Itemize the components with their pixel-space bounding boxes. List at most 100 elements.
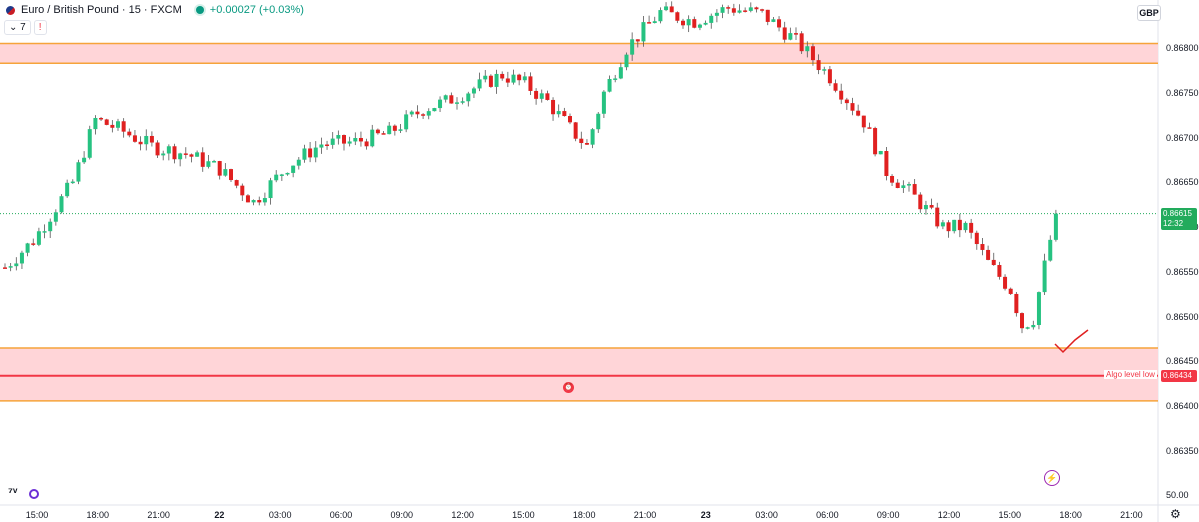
alarm-clock-icon[interactable]: ⏰ <box>563 382 574 393</box>
candle-up <box>601 91 606 114</box>
candle-down <box>342 135 346 144</box>
supply-demand-zone <box>0 348 1158 401</box>
candle-down <box>991 259 996 266</box>
time-tick-label: 12:00 <box>451 510 474 520</box>
candle-up <box>607 78 612 92</box>
candle-down <box>234 180 239 186</box>
candle-down <box>765 9 770 22</box>
candle-down <box>743 10 748 12</box>
candle-up <box>748 7 753 11</box>
price-tick-label: 0.86450 <box>1166 356 1199 367</box>
candle-down <box>635 39 640 42</box>
candle-down <box>1014 293 1019 314</box>
candle-up <box>42 231 47 233</box>
candle-up <box>87 129 92 158</box>
candle-up <box>460 101 465 103</box>
candle-up <box>302 148 307 160</box>
candle-down <box>1003 276 1008 289</box>
candle-down <box>1020 313 1024 329</box>
candle-up <box>822 69 827 71</box>
time-tick-label: 12:00 <box>937 510 961 520</box>
candle-down <box>200 152 205 167</box>
time-tick-label: 03:00 <box>268 510 292 520</box>
candle-up <box>285 172 290 175</box>
candle-up <box>630 39 635 55</box>
indicator-count: 7 <box>20 22 26 33</box>
candle-down <box>99 117 104 120</box>
candle-up <box>522 76 527 81</box>
candle-down <box>675 12 680 21</box>
candle-up <box>279 174 284 176</box>
candle-up <box>347 141 352 144</box>
warning-icon[interactable]: ! <box>33 20 47 35</box>
candle-down <box>449 95 454 104</box>
candle-up <box>14 263 19 267</box>
candle-up <box>262 198 267 203</box>
candle-up <box>353 137 358 142</box>
candle-up <box>8 266 13 268</box>
replay-icon[interactable] <box>29 489 39 499</box>
candle-down <box>833 83 838 91</box>
candle-down <box>528 76 533 91</box>
current-price: 0.86615 <box>1163 209 1192 218</box>
candle-up <box>737 10 742 13</box>
candle-down <box>257 200 262 203</box>
candle-up <box>907 184 911 186</box>
candle-up <box>1048 239 1053 261</box>
scale-mode-label[interactable]: 50.00 <box>1166 490 1189 500</box>
candle-down <box>121 121 126 132</box>
candle-up <box>19 252 24 264</box>
symbol-legend[interactable]: Euro / British Pound · 15 · FXCM +0.0002… <box>6 4 304 16</box>
candle-up <box>703 22 708 25</box>
candle-up <box>65 182 70 197</box>
candle-down <box>172 146 177 160</box>
candle-up <box>596 113 601 130</box>
candle-up <box>53 212 58 222</box>
price-tick-label: 0.86400 <box>1166 401 1199 412</box>
gear-icon[interactable]: ⚙ <box>1170 507 1181 521</box>
time-tick-label: 06:00 <box>816 510 839 520</box>
time-tick-label: 18:00 <box>572 510 596 520</box>
indicator-count-button[interactable]: ⌄ 7 <box>4 20 31 35</box>
candle-down <box>957 219 962 231</box>
candle-up <box>370 129 375 147</box>
candle-down <box>873 128 878 155</box>
candle-down <box>31 243 36 245</box>
candle-up <box>805 46 810 52</box>
time-tick-label: 09:00 <box>390 510 414 520</box>
candle-up <box>963 222 968 231</box>
candle-down <box>375 129 380 134</box>
candle-up <box>664 6 669 11</box>
indicators-toggle[interactable]: ⌄ 7 ! <box>4 20 47 35</box>
currency-button[interactable]: GBP <box>1137 5 1161 21</box>
lightning-icon[interactable]: ⚡ <box>1044 470 1060 486</box>
candle-up <box>426 111 431 116</box>
candle-down <box>895 182 900 189</box>
tradingview-logo-icon[interactable]: ⁷ᵛ <box>8 485 18 499</box>
candle-up <box>952 219 957 232</box>
candle-down <box>912 184 917 195</box>
candle-up <box>652 21 657 23</box>
candle-down <box>562 111 567 117</box>
time-tick-label: 15:00 <box>998 510 1022 520</box>
candle-down <box>217 161 222 176</box>
candle-down <box>183 153 188 155</box>
candle-up <box>624 54 629 68</box>
time-tick-label: 15:00 <box>25 510 49 520</box>
candle-up <box>590 129 595 145</box>
candle-down <box>308 148 313 158</box>
candle-up <box>940 222 945 227</box>
price-tick-label: 0.86550 <box>1166 266 1199 277</box>
candle-down <box>415 111 420 115</box>
candle-up <box>409 111 414 115</box>
candle-down <box>568 116 572 123</box>
time-tick-label: 21:00 <box>633 510 657 520</box>
candle-up <box>59 196 64 213</box>
time-tick-label: 21:00 <box>147 510 170 520</box>
candle-up <box>251 200 256 203</box>
candle-up <box>483 75 488 80</box>
candle-down <box>545 93 550 100</box>
candle-up <box>771 19 776 22</box>
candle-up <box>223 169 228 176</box>
